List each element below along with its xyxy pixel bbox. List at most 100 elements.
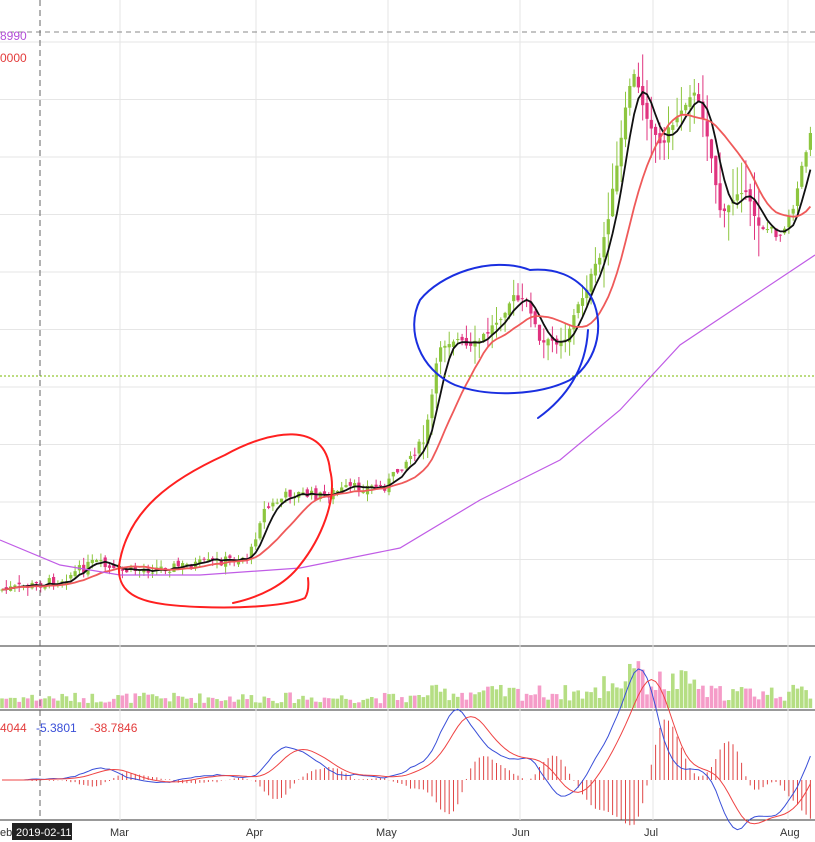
blue-annotation-tail bbox=[537, 329, 589, 419]
candle-body bbox=[740, 193, 744, 195]
volume-bar bbox=[279, 702, 284, 708]
volume-bar bbox=[253, 702, 258, 708]
volume-bar bbox=[327, 698, 331, 708]
volume-bar bbox=[107, 701, 112, 708]
candle-body bbox=[585, 289, 589, 299]
red-annotation-tail bbox=[232, 469, 333, 604]
volume-bar bbox=[198, 693, 202, 708]
candle-body bbox=[641, 86, 645, 106]
macd-dif-label: -5.3801 bbox=[36, 721, 77, 735]
candle-body bbox=[623, 107, 628, 140]
candle-body bbox=[774, 228, 778, 238]
candle-body bbox=[645, 102, 649, 119]
volume-bar bbox=[748, 688, 752, 708]
volume-bar bbox=[524, 693, 529, 708]
candle-body bbox=[206, 559, 210, 561]
candle-body bbox=[800, 165, 804, 187]
volume-bar bbox=[374, 698, 378, 708]
candle-body bbox=[718, 183, 722, 211]
volume-bar bbox=[370, 697, 374, 708]
candle-body bbox=[434, 363, 438, 394]
volume-bar bbox=[378, 703, 383, 708]
volume-bar bbox=[51, 698, 56, 708]
volume-bar bbox=[318, 702, 322, 708]
volume-bar bbox=[245, 699, 249, 708]
volume-bar bbox=[232, 701, 236, 708]
candle-body bbox=[47, 578, 51, 583]
volume-bar bbox=[305, 699, 310, 708]
candle-body bbox=[176, 560, 180, 567]
candle-body bbox=[150, 572, 155, 574]
candle-body bbox=[185, 564, 189, 566]
candle-body bbox=[580, 298, 585, 306]
candle-body bbox=[546, 339, 550, 346]
candle-body bbox=[752, 200, 757, 216]
candle-body bbox=[426, 419, 430, 444]
candle-body bbox=[606, 219, 610, 235]
candle-body bbox=[679, 110, 683, 116]
candle-body bbox=[34, 582, 38, 584]
volume-bar bbox=[675, 689, 679, 708]
candle-body bbox=[765, 229, 769, 231]
volume-bar bbox=[494, 689, 499, 708]
volume-bar bbox=[219, 700, 224, 708]
volume-bar bbox=[585, 691, 589, 708]
volume-bar bbox=[537, 685, 542, 708]
candle-body bbox=[761, 227, 765, 229]
volume-bar bbox=[774, 698, 778, 708]
volume-bar bbox=[47, 696, 52, 708]
volume-bar bbox=[155, 696, 159, 708]
volume-bar bbox=[615, 687, 619, 708]
candle-body bbox=[396, 469, 400, 473]
volume-bar bbox=[795, 688, 800, 708]
macd-panel bbox=[2, 668, 811, 831]
volume-bar bbox=[339, 695, 344, 708]
month-label-may: May bbox=[376, 827, 397, 839]
candle-body bbox=[430, 394, 434, 419]
volume-bar bbox=[744, 688, 748, 708]
candle-body bbox=[404, 461, 408, 469]
candle-body bbox=[611, 188, 615, 217]
volume-bar bbox=[787, 691, 791, 708]
volume-bar bbox=[13, 697, 17, 708]
volume-bar bbox=[391, 693, 396, 708]
candle-body bbox=[353, 483, 357, 486]
volume-bar bbox=[705, 697, 709, 708]
candle-body bbox=[598, 257, 602, 265]
candle-body bbox=[757, 217, 761, 226]
candle-body bbox=[671, 125, 675, 130]
candle-body bbox=[258, 523, 262, 539]
volume-bar bbox=[434, 684, 439, 708]
candle-body bbox=[69, 574, 73, 579]
volume-bar bbox=[210, 697, 215, 708]
candle-body bbox=[456, 339, 460, 341]
volume-bars bbox=[0, 661, 813, 708]
candle-body bbox=[615, 165, 619, 192]
candle-body bbox=[688, 97, 692, 107]
candle-body bbox=[249, 546, 253, 557]
candle-body bbox=[391, 471, 395, 477]
volume-bar bbox=[580, 698, 585, 708]
volume-bar bbox=[662, 689, 666, 708]
candle-body bbox=[516, 295, 520, 301]
candle-body bbox=[490, 325, 494, 335]
candle-body bbox=[709, 139, 714, 159]
volume-bar bbox=[176, 696, 181, 708]
candle-body bbox=[4, 587, 8, 590]
candle-body bbox=[722, 208, 726, 212]
volume-bar bbox=[576, 690, 580, 708]
candle-body bbox=[568, 328, 572, 343]
candle-body bbox=[142, 569, 146, 573]
volume-bar bbox=[468, 692, 473, 708]
volume-bar bbox=[8, 697, 13, 708]
volume-bar bbox=[21, 697, 26, 708]
volume-bar bbox=[486, 686, 490, 708]
volume-bar bbox=[804, 690, 808, 708]
red-annotation-circle bbox=[117, 433, 331, 609]
candle-body bbox=[43, 585, 47, 589]
volume-bar bbox=[223, 700, 228, 708]
volume-bar bbox=[60, 693, 64, 708]
candle-body bbox=[344, 485, 348, 488]
